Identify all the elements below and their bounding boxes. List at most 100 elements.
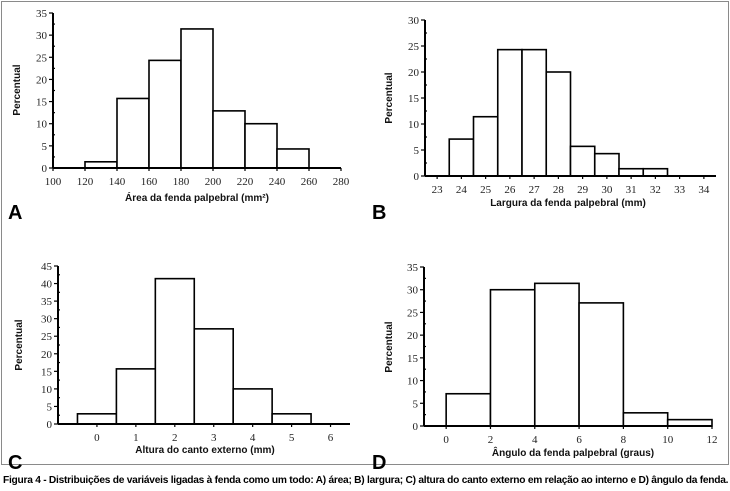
histogram-bar bbox=[642, 167, 669, 177]
histogram-bar bbox=[193, 328, 234, 425]
y-axis-title: Percentual bbox=[384, 321, 395, 372]
y-tick-label: 0 bbox=[413, 421, 419, 433]
x-tick-label: 180 bbox=[173, 176, 190, 188]
y-tick-label: 45 bbox=[41, 261, 53, 273]
histogram-bar bbox=[180, 28, 214, 169]
x-tick-label: 24 bbox=[456, 184, 468, 196]
x-tick-label: 260 bbox=[301, 176, 318, 188]
x-tick-label: 25 bbox=[480, 184, 492, 196]
histogram-bar bbox=[448, 138, 475, 177]
x-tick-label: 3 bbox=[211, 432, 217, 444]
x-tick-label: 12 bbox=[707, 434, 718, 446]
y-tick-label: 20 bbox=[36, 74, 48, 86]
histogram-bar bbox=[148, 59, 182, 169]
y-tick-label: 10 bbox=[36, 119, 48, 131]
x-tick-label: 220 bbox=[237, 176, 254, 188]
histogram-bar bbox=[533, 282, 580, 427]
panel-letter: C bbox=[8, 452, 22, 474]
x-tick-label: 29 bbox=[577, 184, 589, 196]
y-tick-label: 5 bbox=[42, 141, 48, 153]
y-tick-label: 35 bbox=[36, 8, 48, 20]
histogram-bar bbox=[445, 392, 492, 427]
panel-a: 0 5 10 15 20 25 30 35 100 120 140 160 180 200 220 240 26… bbox=[8, 8, 350, 224]
histogram-bar bbox=[154, 277, 196, 425]
x-tick-label: 200 bbox=[205, 176, 222, 188]
x-tick-label: 32 bbox=[650, 184, 661, 196]
y-tick-label: 30 bbox=[407, 285, 419, 297]
x-tick-label: 240 bbox=[269, 176, 286, 188]
y-tick-label: 15 bbox=[41, 366, 53, 378]
y-tick-label: 30 bbox=[41, 314, 53, 326]
x-tick-label: 23 bbox=[432, 184, 444, 196]
x-tick-label: 0 bbox=[443, 434, 449, 446]
y-tick-label: 5 bbox=[413, 398, 419, 410]
histogram-bar bbox=[496, 48, 523, 177]
x-tick-label: 34 bbox=[698, 184, 710, 196]
x-tick-label: 30 bbox=[601, 184, 613, 196]
x-tick-label: 0 bbox=[94, 432, 100, 444]
histogram-bar bbox=[271, 413, 312, 425]
y-tick-label: 25 bbox=[408, 41, 420, 53]
histogram-bar bbox=[212, 110, 246, 169]
histogram-bar bbox=[76, 413, 118, 425]
x-tick-label: 120 bbox=[77, 176, 94, 188]
histogram-bar bbox=[489, 288, 536, 427]
x-tick-label: 6 bbox=[328, 432, 334, 444]
histogram-bar bbox=[232, 388, 273, 425]
y-tick-label: 35 bbox=[41, 296, 53, 308]
y-tick-label: 5 bbox=[47, 401, 53, 413]
histogram-bar bbox=[618, 167, 645, 177]
histogram-bar bbox=[569, 145, 596, 177]
histogram-bar bbox=[115, 368, 157, 425]
y-tick-label: 20 bbox=[408, 67, 420, 79]
x-tick-label: 28 bbox=[553, 184, 565, 196]
histogram-bar bbox=[622, 412, 669, 427]
y-tick-label: 20 bbox=[41, 349, 53, 361]
y-tick-label: 30 bbox=[36, 30, 48, 42]
histogram-bar bbox=[578, 302, 625, 427]
y-tick-label: 25 bbox=[41, 331, 53, 343]
y-tick-label: 25 bbox=[36, 52, 48, 64]
y-axis-title: Percentual bbox=[12, 64, 23, 115]
x-tick-label: 160 bbox=[141, 176, 158, 188]
histogram-bar bbox=[521, 48, 548, 177]
histogram-bar bbox=[276, 148, 310, 169]
x-tick-label: 4 bbox=[250, 432, 256, 444]
x-tick-label: 2 bbox=[172, 432, 178, 444]
panel-letter: A bbox=[8, 202, 22, 224]
x-axis-title: Altura do canto externo (mm) bbox=[135, 445, 274, 456]
histogram-bar bbox=[244, 122, 278, 169]
y-tick-label: 40 bbox=[41, 279, 53, 291]
y-tick-label: 15 bbox=[407, 353, 419, 365]
y-tick-label: 0 bbox=[414, 171, 420, 183]
y-axis-title: Percentual bbox=[14, 319, 25, 370]
x-tick-label: 140 bbox=[109, 176, 126, 188]
x-tick-label: 280 bbox=[333, 176, 350, 188]
x-tick-label: 26 bbox=[504, 184, 516, 196]
x-tick-label: 5 bbox=[289, 432, 295, 444]
figure-caption: Figura 4 - Distribuições de variáveis li… bbox=[3, 475, 729, 486]
histogram-bar bbox=[545, 71, 572, 177]
x-tick-label: 1 bbox=[133, 432, 139, 444]
x-tick-label: 6 bbox=[576, 434, 582, 446]
y-tick-label: 15 bbox=[408, 93, 420, 105]
panel-letter: D bbox=[372, 452, 386, 474]
y-tick-label: 10 bbox=[41, 384, 53, 396]
y-tick-label: 25 bbox=[407, 307, 419, 319]
y-tick-label: 0 bbox=[47, 419, 53, 431]
x-tick-label: 8 bbox=[621, 434, 627, 446]
y-tick-label: 10 bbox=[407, 376, 419, 388]
y-tick-label: 30 bbox=[408, 15, 420, 27]
y-axis-title: Percentual bbox=[384, 72, 395, 123]
y-tick-label: 10 bbox=[408, 119, 420, 131]
x-tick-label: 100 bbox=[45, 176, 62, 188]
y-tick-label: 5 bbox=[414, 145, 420, 157]
histogram-bar bbox=[472, 115, 499, 177]
panel-b: 0 5 10 15 20 25 30 23 24 25 26 27 28 29 30 31 32 33 34 Larg… bbox=[372, 15, 716, 224]
x-tick-label: 33 bbox=[674, 184, 686, 196]
x-tick-label: 10 bbox=[662, 434, 674, 446]
x-tick-label: 27 bbox=[529, 184, 541, 196]
x-axis-title: Ângulo da fenda palpebral (graus) bbox=[492, 446, 654, 459]
x-tick-label: 2 bbox=[488, 434, 494, 446]
